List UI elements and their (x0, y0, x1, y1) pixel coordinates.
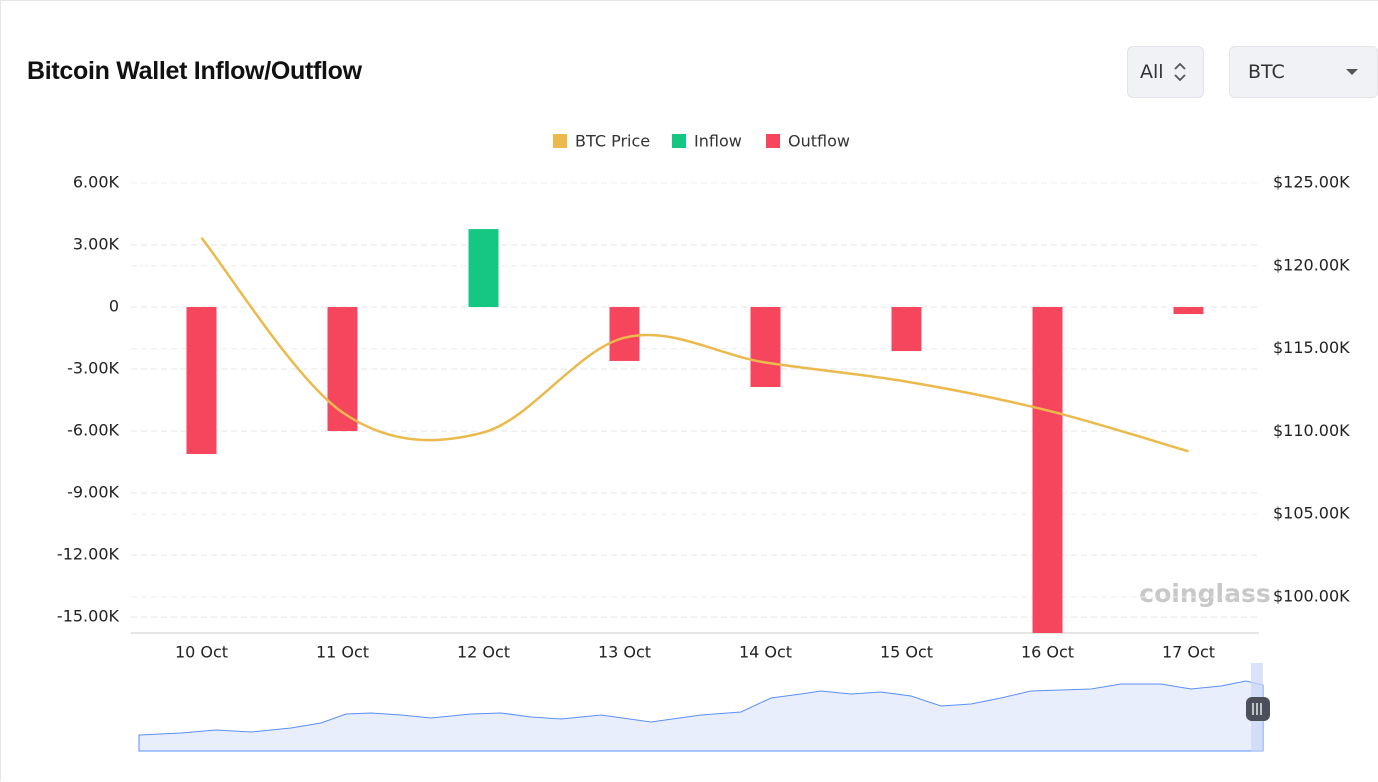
x-tick-label: 14 Oct (739, 643, 792, 662)
page-title: Bitcoin Wallet Inflow/Outflow (27, 57, 362, 85)
x-tick-label: 15 Oct (880, 643, 933, 662)
range-select-value: All (1140, 61, 1164, 83)
bar (468, 229, 499, 308)
y2-tick-label: $125.00K (1273, 173, 1350, 192)
legend-swatch (766, 134, 780, 148)
legend-label: BTC Price (575, 132, 650, 151)
updown-icon (1173, 62, 1186, 82)
y-tick-label: -15.00K (57, 607, 120, 626)
x-tick-label: 10 Oct (175, 643, 228, 662)
y-tick-label: -6.00K (67, 421, 119, 440)
y-tick-label: 3.00K (73, 235, 120, 254)
bar (1032, 307, 1063, 633)
y-tick-label: -3.00K (67, 359, 119, 378)
y2-tick-label: $115.00K (1273, 338, 1350, 357)
legend-label: Outflow (788, 132, 850, 151)
asset-select[interactable]: BTC (1229, 46, 1378, 98)
x-tick-label: 11 Oct (316, 643, 369, 662)
bar (186, 307, 217, 454)
y2-tick-label: $100.00K (1273, 587, 1350, 606)
x-tick-label: 17 Oct (1162, 643, 1215, 662)
bar (750, 307, 781, 388)
bar (891, 307, 922, 352)
legend-swatch (553, 134, 567, 148)
bar (327, 307, 358, 432)
x-tick-label: 12 Oct (457, 643, 510, 662)
x-tick-label: 13 Oct (598, 643, 651, 662)
price-line (200, 237, 1189, 453)
x-tick-label: 16 Oct (1021, 643, 1074, 662)
y2-tick-label: $120.00K (1273, 255, 1350, 274)
y2-tick-label: $105.00K (1273, 504, 1350, 523)
y2-tick-label: $110.00K (1273, 421, 1350, 440)
legend-swatch (672, 134, 686, 148)
y-tick-label: -9.00K (67, 483, 119, 502)
bar (1173, 307, 1204, 315)
range-select[interactable]: All (1127, 46, 1204, 98)
dropdown-icon (1346, 69, 1358, 75)
legend-label: Inflow (694, 132, 742, 151)
y-tick-label: -12.00K (57, 545, 120, 564)
asset-select-value: BTC (1248, 61, 1285, 83)
bar (609, 307, 640, 361)
y-tick-label: 0 (109, 297, 119, 316)
y-tick-label: 6.00K (73, 173, 120, 192)
watermark: coinglass (1139, 579, 1270, 608)
data-zoom (138, 663, 1270, 752)
